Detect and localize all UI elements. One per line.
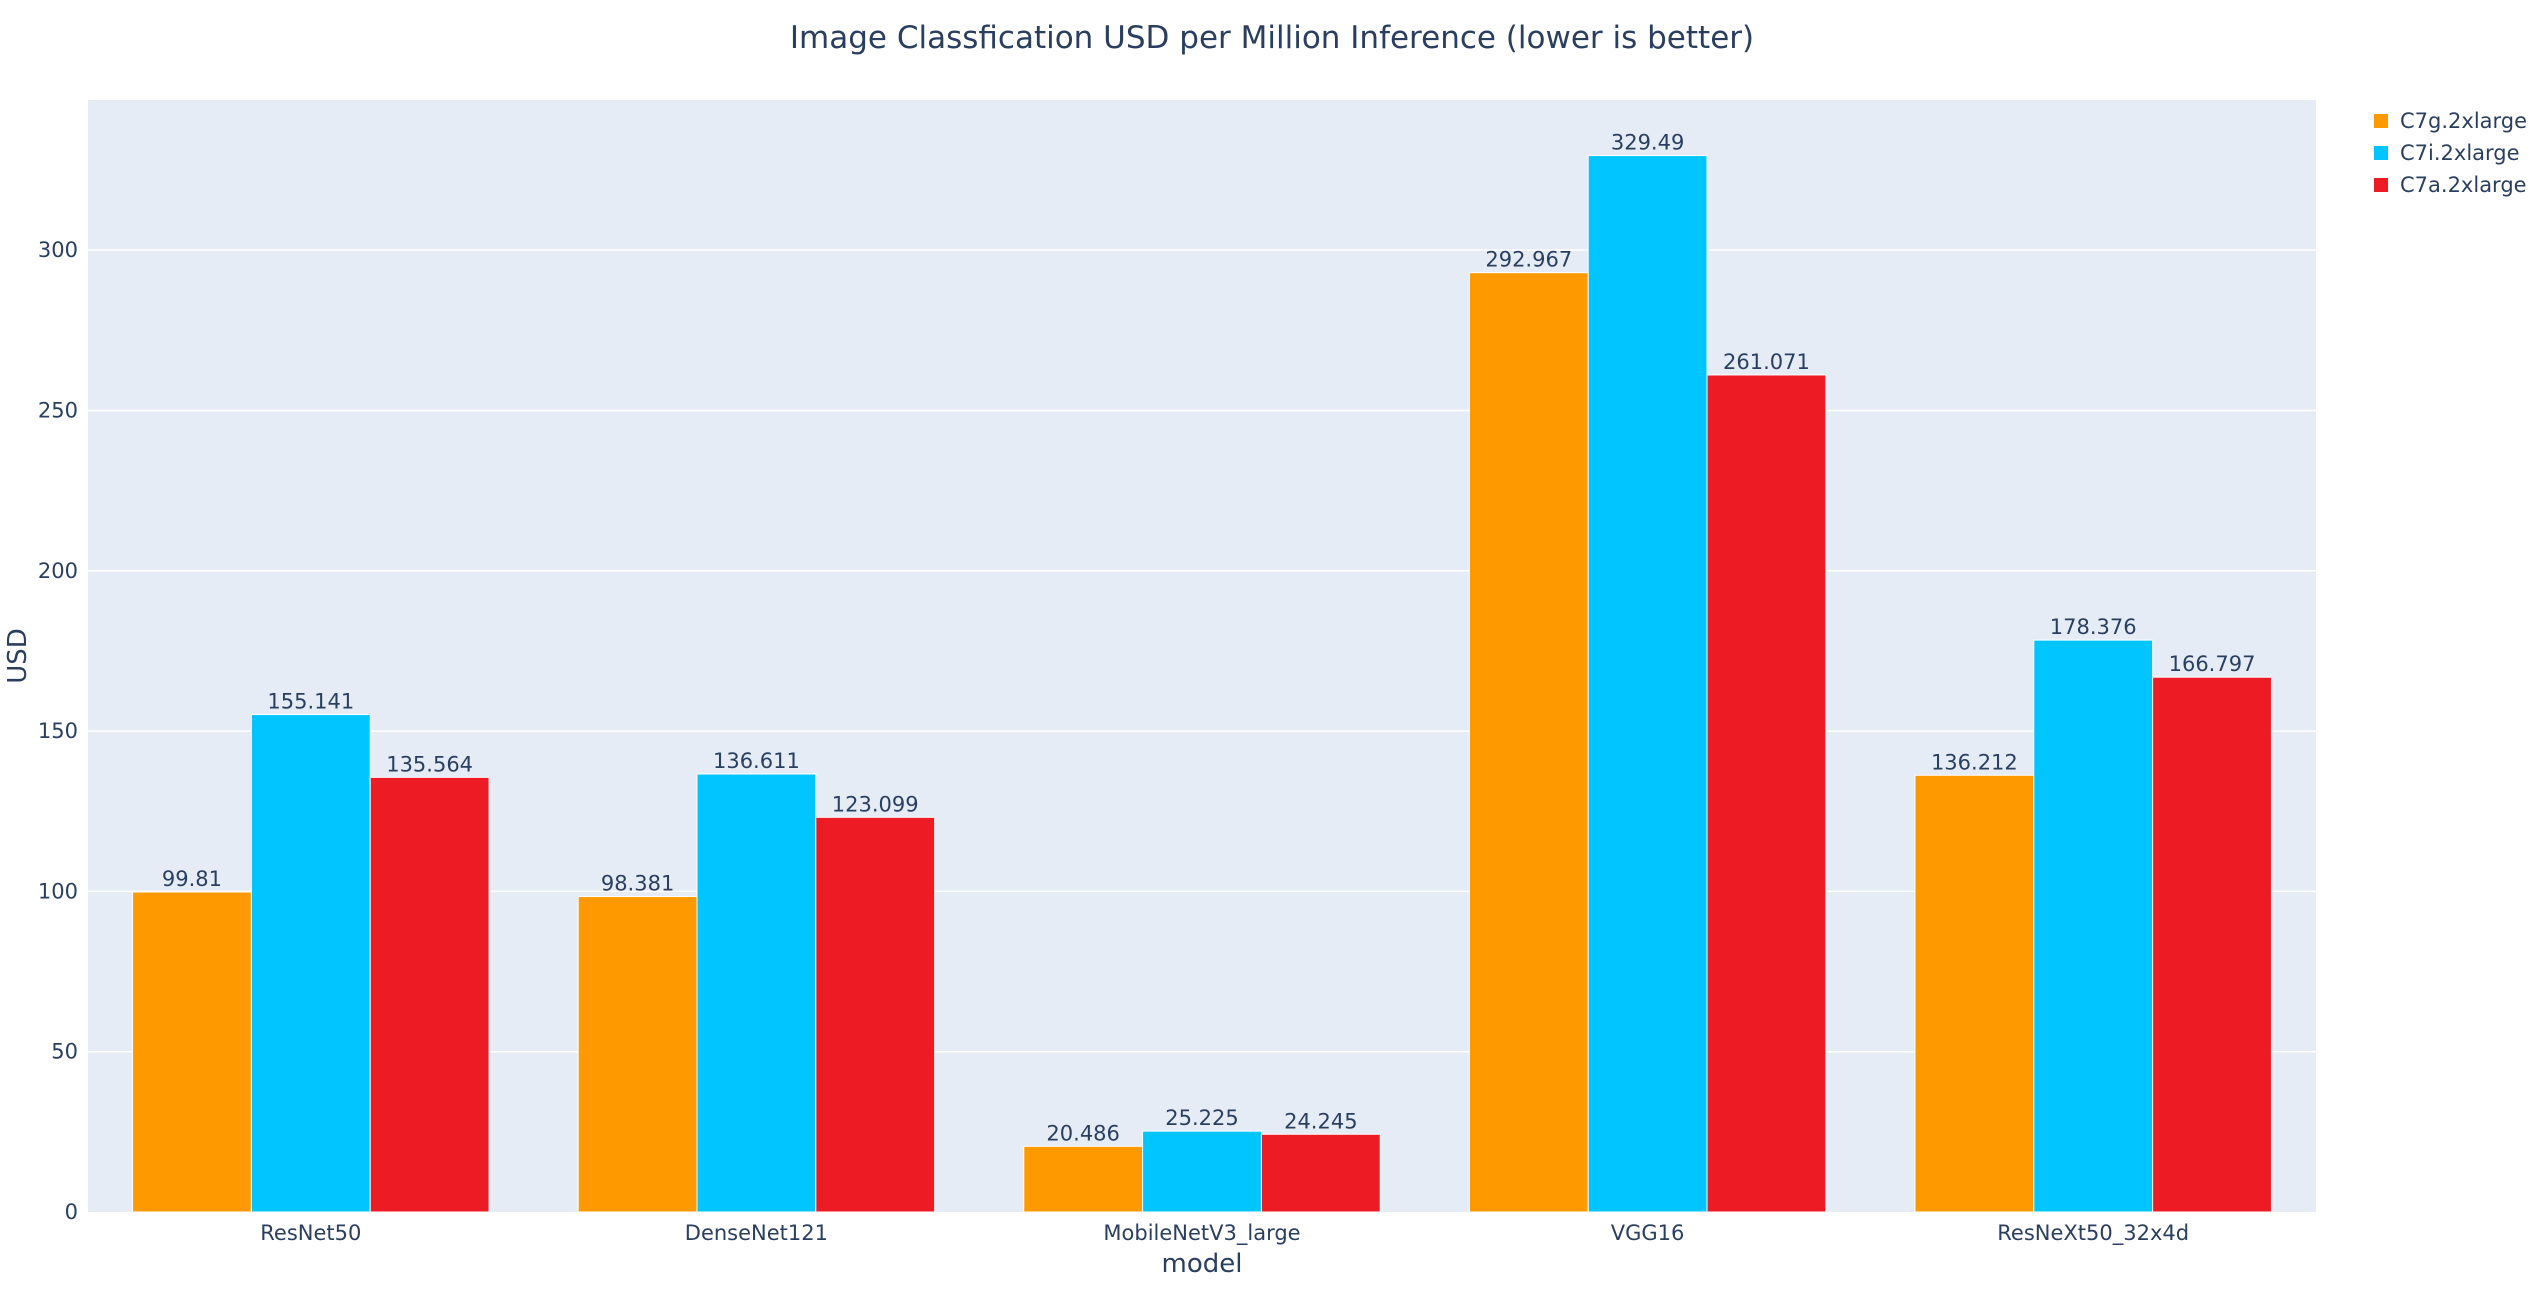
legend-item[interactable]: C7i.2xlarge — [2374, 141, 2520, 165]
x-tick-label: DenseNet121 — [685, 1221, 828, 1245]
legend-swatch — [2374, 178, 2388, 192]
y-axis-ticks: 0 50 100 150 200 250 300 — [38, 238, 78, 1224]
y-axis-title: USD — [3, 628, 33, 684]
bar[interactable] — [1914, 774, 2035, 1213]
x-tick-label: VGG16 — [1611, 1221, 1685, 1245]
bar-value-label: 123.099 — [832, 792, 919, 816]
legend-label: C7a.2xlarge — [2400, 173, 2527, 197]
legend-swatch — [2374, 114, 2388, 128]
bar-value-label: 98.381 — [601, 872, 674, 896]
bar[interactable] — [696, 773, 817, 1213]
data-labels: 99.81 155.141 135.564 98.381 136.611 123.099 2… — [162, 131, 2256, 1146]
bar-value-label: 292.967 — [1485, 248, 1572, 272]
y-tick-label: 300 — [38, 238, 78, 262]
bar[interactable] — [1468, 272, 1589, 1213]
bar[interactable] — [1142, 1130, 1262, 1213]
bar[interactable] — [250, 714, 371, 1213]
x-tick-label: MobileNetV3_large — [1103, 1221, 1300, 1246]
legend-item[interactable]: C7a.2xlarge — [2374, 173, 2527, 197]
bar[interactable] — [2033, 639, 2154, 1213]
bar[interactable] — [577, 896, 698, 1213]
legend-swatch — [2374, 146, 2388, 160]
y-tick-label: 200 — [38, 559, 78, 583]
x-axis-title: model — [1162, 1249, 1243, 1279]
y-tick-label: 0 — [65, 1200, 78, 1224]
bar[interactable] — [1260, 1133, 1381, 1213]
bar[interactable] — [1023, 1145, 1144, 1213]
chart-title: Image Classfication USD per Million Infe… — [790, 20, 1754, 56]
bar-value-label: 25.225 — [1165, 1106, 1238, 1130]
bar[interactable] — [1706, 374, 1827, 1213]
bar-value-label: 24.245 — [1284, 1109, 1357, 1133]
y-tick-label: 150 — [38, 719, 78, 743]
y-tick-label: 100 — [38, 879, 78, 903]
y-tick-label: 50 — [51, 1040, 78, 1064]
bar-value-label: 166.797 — [2169, 652, 2256, 676]
bar-value-label: 261.071 — [1723, 350, 1810, 374]
bars — [132, 155, 2272, 1213]
bar-value-label: 178.376 — [2050, 615, 2137, 639]
bar-value-label: 135.564 — [386, 752, 473, 776]
bar-value-label: 155.141 — [267, 690, 354, 714]
y-tick-label: 250 — [38, 398, 78, 422]
bar-value-label: 329.49 — [1611, 131, 1684, 155]
legend-label: C7i.2xlarge — [2400, 141, 2520, 165]
legend-item[interactable]: C7g.2xlarge — [2374, 109, 2527, 133]
x-tick-label: ResNeXt50_32x4d — [1997, 1221, 2189, 1246]
bar-value-label: 136.611 — [713, 749, 800, 773]
bar-value-label: 99.81 — [162, 867, 222, 891]
bar-value-label: 20.486 — [1046, 1121, 1119, 1145]
legend[interactable]: C7g.2xlarge C7i.2xlarge C7a.2xlarge — [2374, 109, 2527, 197]
bar[interactable] — [369, 776, 490, 1213]
legend-label: C7g.2xlarge — [2400, 109, 2527, 133]
bar[interactable] — [815, 816, 936, 1213]
x-tick-label: ResNet50 — [260, 1221, 361, 1245]
bar[interactable] — [2152, 676, 2272, 1213]
bar[interactable] — [132, 891, 252, 1213]
bar-value-label: 136.212 — [1931, 750, 2018, 774]
bar[interactable] — [1587, 155, 1708, 1213]
x-axis-ticks: ResNet50 DenseNet121 MobileNetV3_large VGG1… — [260, 1221, 2189, 1246]
